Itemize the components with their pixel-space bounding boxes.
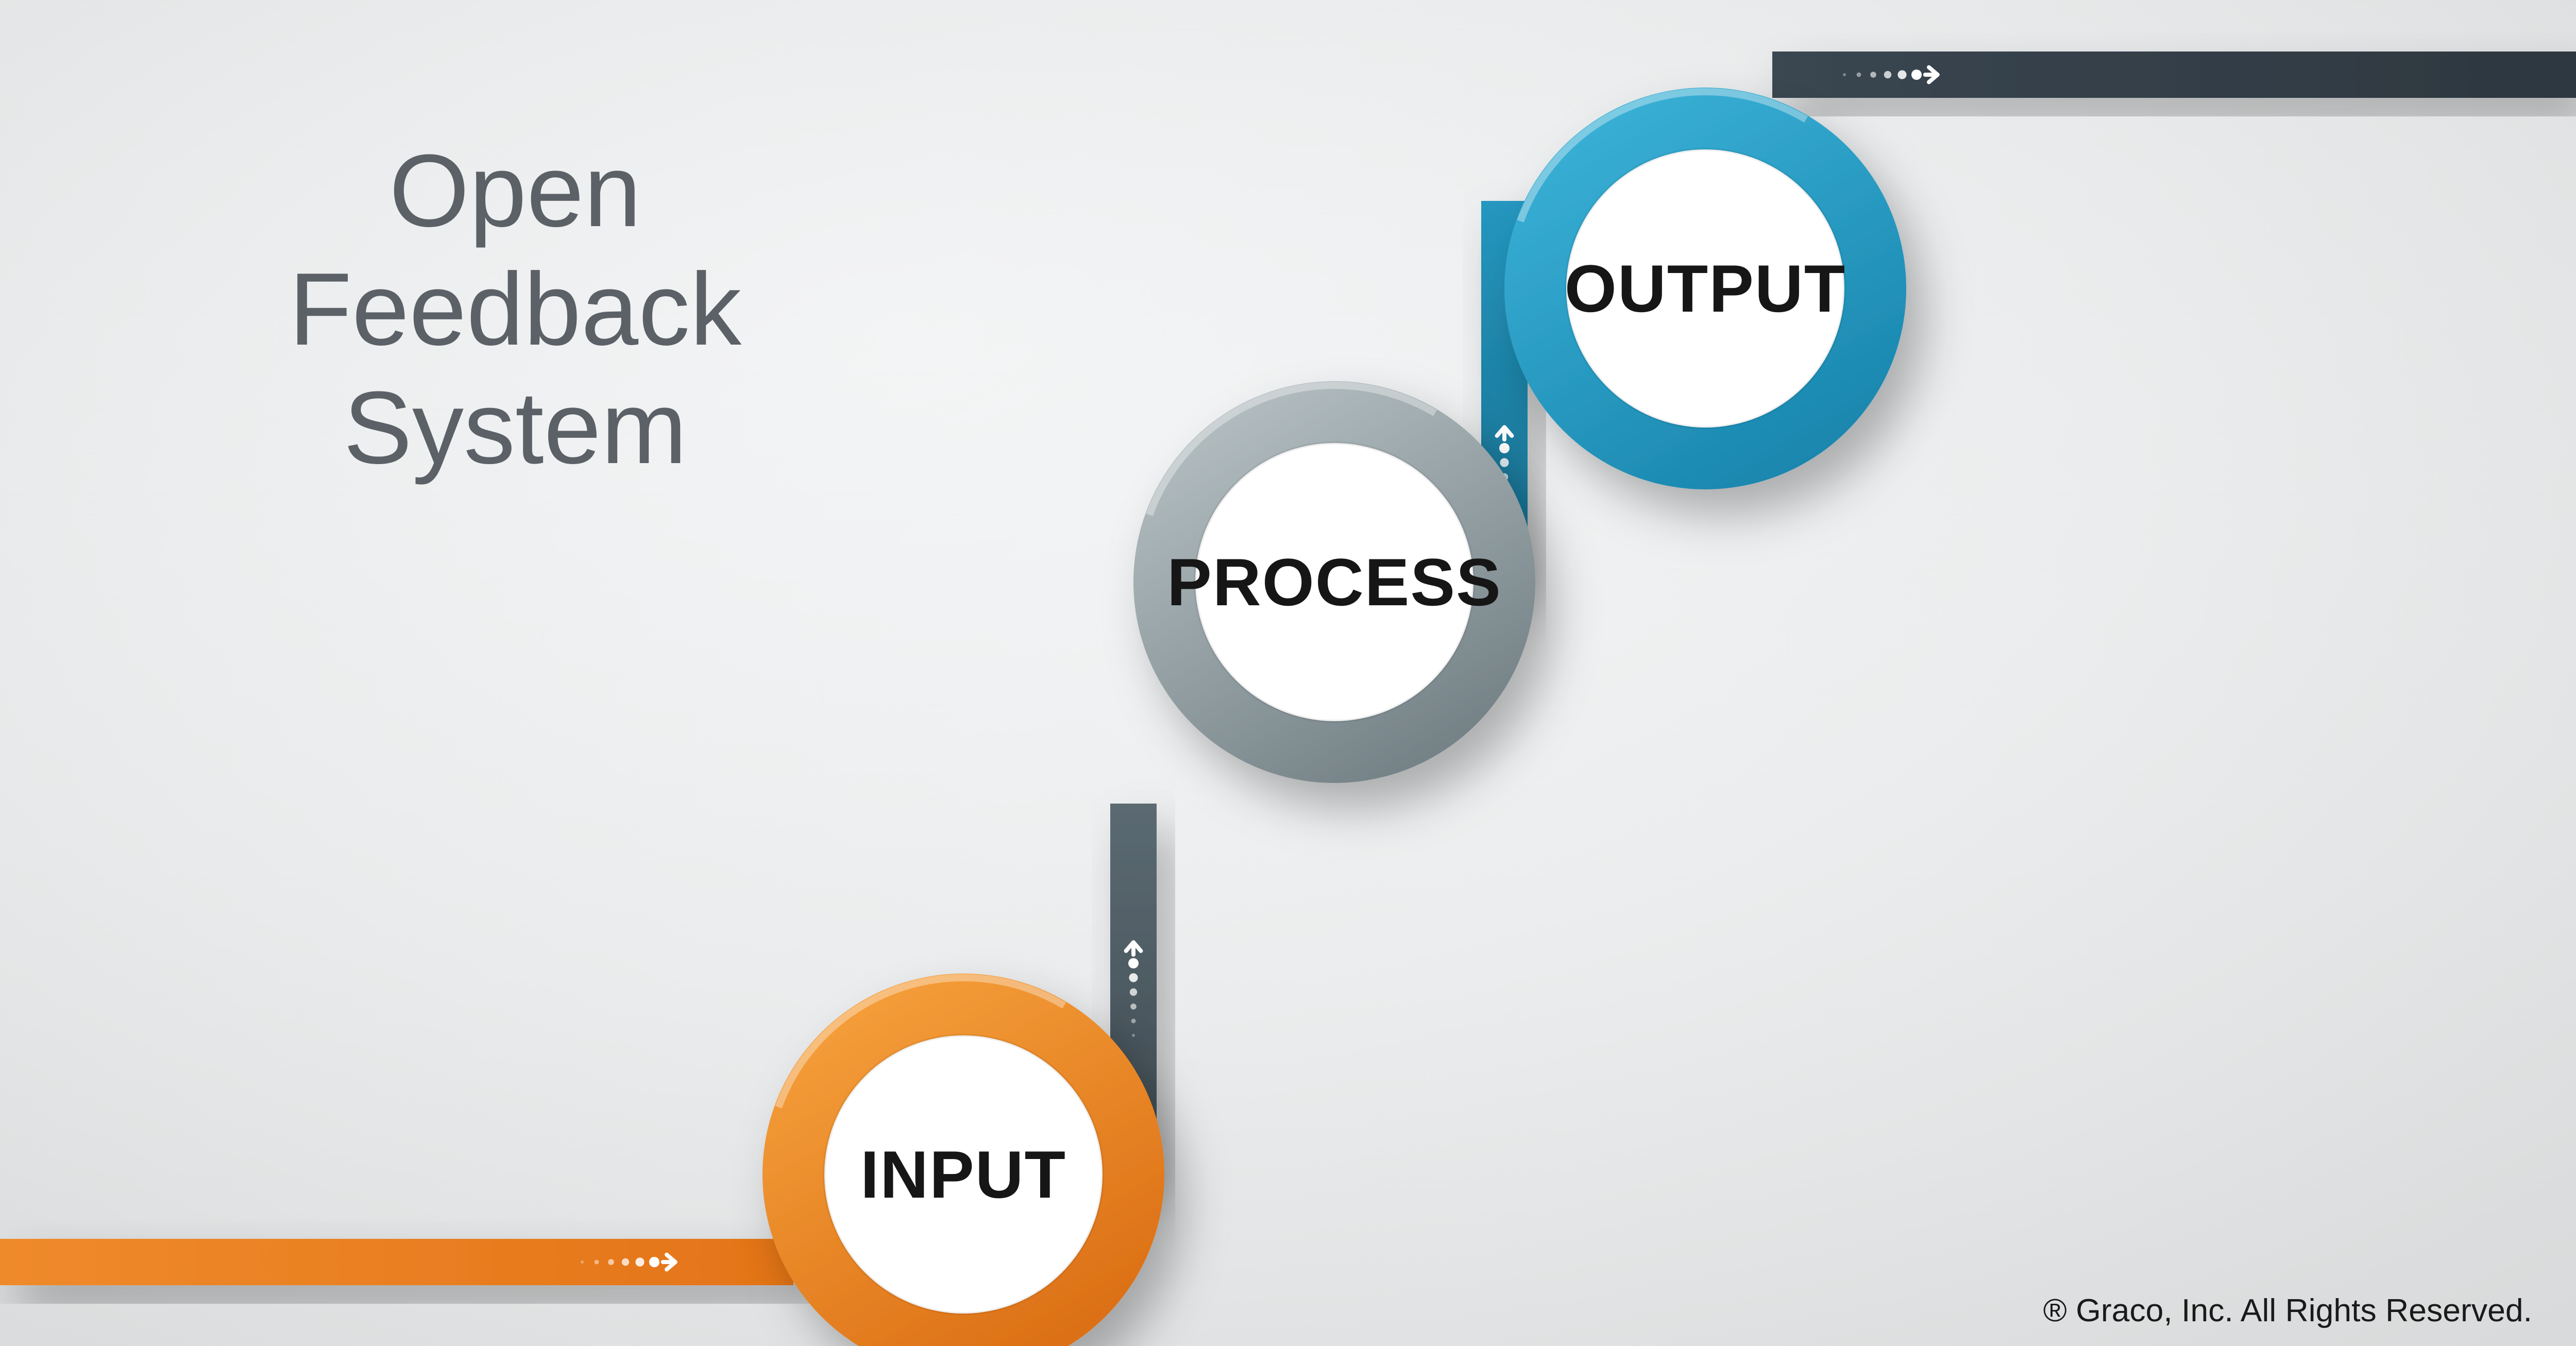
- title-line-0: Open: [129, 132, 902, 250]
- title-line-1: Feedback: [129, 250, 902, 369]
- node-label-input: INPUT: [860, 1137, 1066, 1212]
- diagram-title: OpenFeedbackSystem: [129, 132, 902, 487]
- output-bar: [1772, 52, 2576, 98]
- open-feedback-system-diagram: INPUT PROCESS OUTPUT OpenFeedbackSystem ® …: [0, 0, 2576, 1346]
- title-line-2: System: [129, 369, 902, 487]
- node-label-process: PROCESS: [1167, 544, 1502, 620]
- node-label-output: OUTPUT: [1565, 251, 1846, 326]
- copyright-footer: ® Graco, Inc. All Rights Reserved.: [2043, 1292, 2532, 1329]
